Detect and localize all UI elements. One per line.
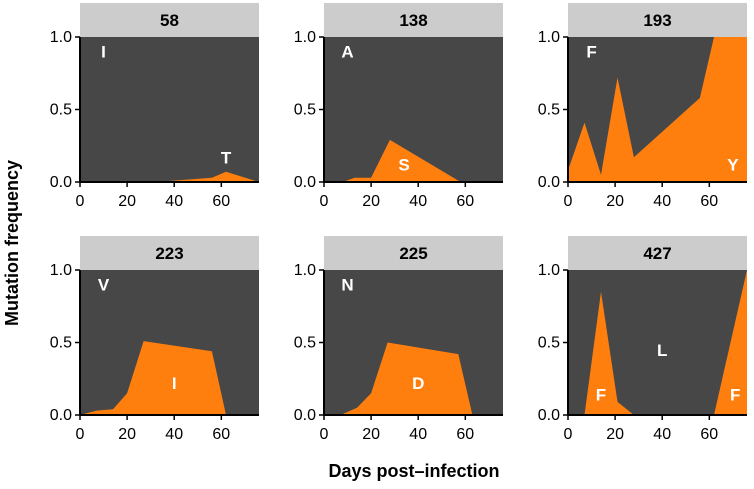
y-tick-label: 0.0 xyxy=(294,174,316,191)
facet-strip xyxy=(324,236,503,270)
facet-strip-label: 193 xyxy=(643,11,671,30)
x-tick-label: 60 xyxy=(212,193,230,210)
mutant-area xyxy=(324,342,473,415)
x-tick-label: 0 xyxy=(564,193,573,210)
residue-label: I xyxy=(172,374,177,393)
residue-label: N xyxy=(341,276,353,295)
y-tick-label: 0.0 xyxy=(50,407,72,424)
wildtype-area xyxy=(80,37,259,182)
facet-panel: 225 N D 0.0 0.5 1.0 0 20 40 60 xyxy=(294,236,503,443)
y-tick-label: 0.0 xyxy=(294,407,316,424)
residue-label: S xyxy=(398,156,409,175)
mutant-area xyxy=(568,270,747,415)
mutant-area xyxy=(568,37,747,182)
facet-panel: 58 I T 0.0 0.5 1.0 0 20 40 60 xyxy=(50,3,259,210)
y-tick-label: 0.5 xyxy=(538,102,560,119)
y-tick-label: 0.5 xyxy=(294,335,316,352)
facet-strip-label: 223 xyxy=(155,244,183,263)
residue-label: D xyxy=(412,374,424,393)
mutant-area xyxy=(80,171,259,182)
facet-panel: 427 L F F 0.0 0.5 1.0 0 20 40 60 xyxy=(538,236,747,443)
x-tick-label: 60 xyxy=(456,193,474,210)
facet-panels: 58 I T 0.0 0.5 1.0 0 20 40 60 138 A S 0.0 0.5 1.0 0 20 40 6… xyxy=(50,3,747,443)
residue-label: F xyxy=(586,43,596,62)
facet-panel: 138 A S 0.0 0.5 1.0 0 20 40 60 xyxy=(294,3,503,210)
y-tick-label: 0.5 xyxy=(538,335,560,352)
facet-strip xyxy=(568,236,747,270)
residue-label: F xyxy=(596,386,606,405)
x-tick-label: 60 xyxy=(700,426,718,443)
y-tick-label: 0.5 xyxy=(50,335,72,352)
residue-label: Y xyxy=(727,156,739,175)
x-tick-label: 20 xyxy=(606,193,624,210)
x-axis-title: Days post–infection xyxy=(328,461,499,481)
x-tick-label: 60 xyxy=(700,193,718,210)
residue-label: I xyxy=(101,43,106,62)
x-tick-label: 60 xyxy=(456,426,474,443)
x-tick-label: 40 xyxy=(165,426,183,443)
mutant-area xyxy=(324,139,461,182)
facet-strip-label: 225 xyxy=(399,244,427,263)
facet-strip-label: 58 xyxy=(160,11,179,30)
facet-strip xyxy=(80,3,259,37)
x-tick-label: 20 xyxy=(118,193,136,210)
residue-label: F xyxy=(730,386,740,405)
x-tick-label: 40 xyxy=(653,193,671,210)
y-axis-title: Mutation frequency xyxy=(2,160,22,326)
x-tick-label: 20 xyxy=(362,193,380,210)
facet-strip-label: 427 xyxy=(643,244,671,263)
mutant-area xyxy=(80,341,227,415)
y-tick-label: 1.0 xyxy=(294,29,316,46)
y-tick-label: 1.0 xyxy=(538,29,560,46)
facet-panel: 223 V I 0.0 0.5 1.0 0 20 40 60 xyxy=(50,236,259,443)
y-tick-label: 1.0 xyxy=(294,262,316,279)
x-tick-label: 0 xyxy=(320,426,329,443)
residue-label: A xyxy=(341,43,353,62)
y-tick-label: 1.0 xyxy=(538,262,560,279)
x-tick-label: 20 xyxy=(118,426,136,443)
x-tick-label: 20 xyxy=(362,426,380,443)
y-tick-label: 0.0 xyxy=(538,174,560,191)
x-tick-label: 0 xyxy=(564,426,573,443)
y-tick-label: 0.0 xyxy=(50,174,72,191)
x-tick-label: 40 xyxy=(653,426,671,443)
facet-strip xyxy=(324,3,503,37)
y-tick-label: 1.0 xyxy=(50,29,72,46)
y-tick-label: 0.5 xyxy=(294,102,316,119)
facet-strip xyxy=(568,3,747,37)
y-tick-label: 1.0 xyxy=(50,262,72,279)
facet-panel: 193 F Y 0.0 0.5 1.0 0 20 40 60 xyxy=(538,3,747,210)
facet-strip-label: 138 xyxy=(399,11,427,30)
x-tick-label: 40 xyxy=(165,193,183,210)
facet-strip xyxy=(80,236,259,270)
residue-label: V xyxy=(98,276,110,295)
y-tick-label: 0.5 xyxy=(50,102,72,119)
x-tick-label: 20 xyxy=(606,426,624,443)
x-tick-label: 40 xyxy=(409,426,427,443)
x-tick-label: 0 xyxy=(76,193,85,210)
x-tick-label: 0 xyxy=(320,193,329,210)
x-tick-label: 0 xyxy=(76,426,85,443)
residue-label: T xyxy=(221,148,232,167)
y-tick-label: 0.0 xyxy=(538,407,560,424)
x-tick-label: 60 xyxy=(212,426,230,443)
x-tick-label: 40 xyxy=(409,193,427,210)
residue-label: L xyxy=(657,341,667,360)
